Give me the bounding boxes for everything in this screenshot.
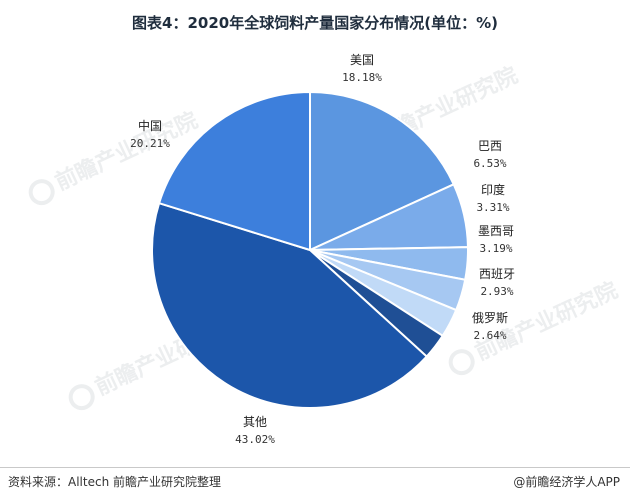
slice-label: 美国	[350, 53, 374, 67]
footer-divider	[0, 467, 630, 468]
slice-value-label: 3.19%	[479, 242, 512, 255]
slice-label: 墨西哥	[478, 224, 514, 238]
slice-label: 中国	[138, 118, 162, 133]
brand-text: @前瞻经济学人APP	[513, 475, 620, 489]
slice-label: 西班牙	[479, 267, 515, 281]
slice-value-label: 20.21%	[130, 137, 170, 150]
slice-value-label: 3.31%	[476, 201, 509, 214]
slice-label: 巴西	[478, 139, 502, 153]
chart-title: 图表4：2020年全球饲料产量国家分布情况(单位：%)	[132, 14, 498, 32]
slice-value-label: 2.93%	[480, 285, 513, 298]
brand-credit: @前瞻经济学人APP	[513, 473, 620, 490]
slice-value-label: 18.18%	[342, 71, 382, 84]
slice-value-label: 2.64%	[473, 329, 506, 342]
slice-label: 其他	[243, 415, 267, 429]
slice-value-label: 6.53%	[473, 157, 506, 170]
slice-value-label: 43.02%	[235, 433, 275, 446]
pie-slice-0	[309, 90, 456, 252]
pie-slice-7	[157, 90, 311, 252]
slice-label: 印度	[481, 182, 505, 197]
slice-label: 俄罗斯	[472, 311, 508, 325]
pie-chart: 美国 18.18% 巴西 6.53% 印度 3.31% 墨西哥 3.19% 西班牙 2.93% 俄罗…	[130, 53, 515, 446]
pie-slice-6	[151, 201, 429, 409]
source-note: 资料来源：Alltech 前瞻产业研究院整理	[8, 475, 221, 489]
